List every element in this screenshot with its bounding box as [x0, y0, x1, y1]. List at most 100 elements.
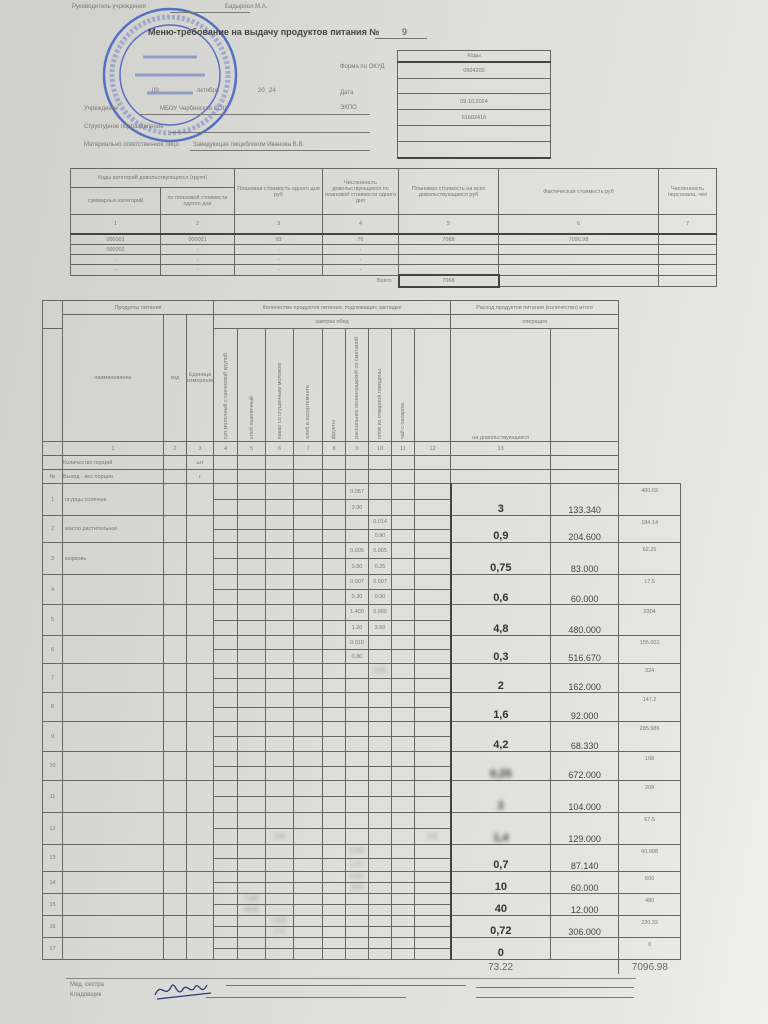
total-quantity-cell: 10: [449, 871, 552, 894]
total-quantity-cell: 0,25: [449, 751, 552, 781]
quantity-cell: 0.005: [345, 542, 369, 559]
dish-column-header: фрукты: [322, 328, 346, 442]
summary-cell: -: [234, 244, 323, 255]
quantity-cell: [293, 915, 323, 927]
quantity-cell: [322, 828, 346, 845]
empty-cell: [265, 455, 294, 470]
row-number: 12: [42, 812, 63, 845]
codes-row: 0504202: [397, 61, 551, 79]
quantity-cell: [293, 937, 323, 949]
summary-cell: -: [70, 254, 161, 265]
quantity-cell: [213, 677, 238, 693]
row-number: 2: [42, 515, 63, 543]
document-number: 9: [402, 27, 408, 37]
quantity-cell: [322, 649, 346, 664]
quantity-cell: 0.30: [345, 649, 369, 664]
summary-row: ----: [70, 264, 717, 276]
header-for-eaters-cell: на довольствующихся: [450, 328, 552, 442]
product-name: [62, 692, 164, 722]
empty-cell: [550, 469, 620, 484]
sum-cell: 147.2: [618, 692, 682, 722]
quantity-cell: [413, 893, 452, 905]
quantity-cell: [293, 871, 323, 883]
summary-cell: -: [160, 264, 235, 276]
quantity-cell: [322, 893, 346, 905]
product-name: [62, 844, 164, 872]
quantity-cell: 1.200: [237, 893, 266, 905]
quantity-cell: [345, 528, 369, 543]
responsible-label: Материально ответственное лицо: [84, 142, 179, 148]
product-code: [163, 542, 187, 575]
summary-cell: [658, 264, 717, 276]
quantity-cell: [237, 721, 266, 737]
quantity-cell: [237, 937, 266, 949]
quantity-cell: [391, 812, 415, 829]
price-cell: 92.000: [550, 692, 620, 722]
summary-grid: Коды категорий довольствующихся (групп) П…: [70, 168, 717, 288]
quantity-cell: [213, 948, 238, 960]
product-name: [62, 721, 164, 752]
quantity-cell: [368, 857, 392, 872]
total-quantity-cell: 40: [449, 893, 552, 916]
quantity-cell: [391, 619, 415, 636]
quantity-cell: [322, 692, 346, 708]
code-value: [397, 141, 551, 159]
quantity-cell: [213, 515, 238, 530]
quantity-cell: [413, 948, 452, 960]
empty-cell: [413, 455, 452, 470]
totals-row: 73.22 7096.98: [43, 959, 681, 974]
column-number: 8: [322, 441, 346, 456]
empty-cell: [391, 455, 415, 470]
product-row: 0.50 0.25: [43, 558, 681, 575]
quantity-cell: [237, 915, 266, 927]
quantity-cell: 0.010: [345, 635, 369, 650]
quantity-cell: [322, 765, 346, 781]
quantity-cell: [391, 893, 415, 905]
column-number: 7: [658, 214, 717, 235]
product-row: 1.20 3.60: [43, 619, 681, 636]
product-code: [163, 893, 187, 916]
quantity-cell: [265, 649, 294, 664]
product-row: 10 0,25 672.000 168: [42, 751, 682, 781]
quantity-cell: [265, 558, 294, 575]
quantity-cell: [213, 937, 238, 949]
quantity-cell: [237, 780, 266, 797]
quantity-cell: [213, 542, 238, 559]
price-cell: 87.140: [550, 844, 620, 872]
signature-block: Мед. сестра Кладовщик: [66, 978, 636, 1003]
dish-name: чай с сахаром: [400, 402, 406, 439]
summary-cell: 7096.98: [498, 233, 659, 245]
header-h5: Плановая стоимость на всех довольствующи…: [398, 168, 499, 215]
total-quantity: 73.22: [488, 961, 514, 973]
quantity-cell: [293, 528, 323, 543]
quantity-cell: 0.041: [368, 663, 392, 679]
total-quantity-cell: 2: [449, 663, 552, 693]
product-row: 15 1.200 40 12.000 480: [42, 893, 682, 916]
quantity-cell: [213, 915, 238, 927]
dish-column-header: хлеб в ассортименте: [293, 328, 323, 442]
code-label: Дата: [340, 90, 354, 96]
sum-cell: 67.5: [618, 812, 682, 845]
product-unit: [186, 604, 214, 636]
column-number: 4: [213, 441, 238, 456]
quantity-cell: [237, 663, 266, 679]
quantity-cell: [293, 635, 323, 650]
empty-cell: [163, 455, 187, 470]
quantity-cell: [322, 780, 346, 797]
price-cell: 516.670: [550, 635, 620, 664]
quantity-cell: [345, 765, 369, 781]
sum-cell: 400.02: [618, 483, 682, 516]
empty-cell: [345, 469, 369, 484]
quantity-cell: [322, 751, 346, 767]
sum-cell: 62.25: [618, 542, 682, 575]
header-h6: Фактическая стоимость руб: [498, 168, 659, 215]
quantity-cell: 10.00: [345, 882, 369, 894]
unit-cell: шт: [186, 455, 214, 470]
quantity-cell: [237, 706, 266, 722]
quantity-cell: [237, 558, 266, 575]
codes-row: [397, 125, 551, 142]
code-value: 0504202: [397, 61, 551, 79]
price-cell: 104.000: [550, 780, 620, 813]
total-quantity-cell: 4,2: [449, 721, 552, 752]
product-unit: [186, 871, 214, 894]
